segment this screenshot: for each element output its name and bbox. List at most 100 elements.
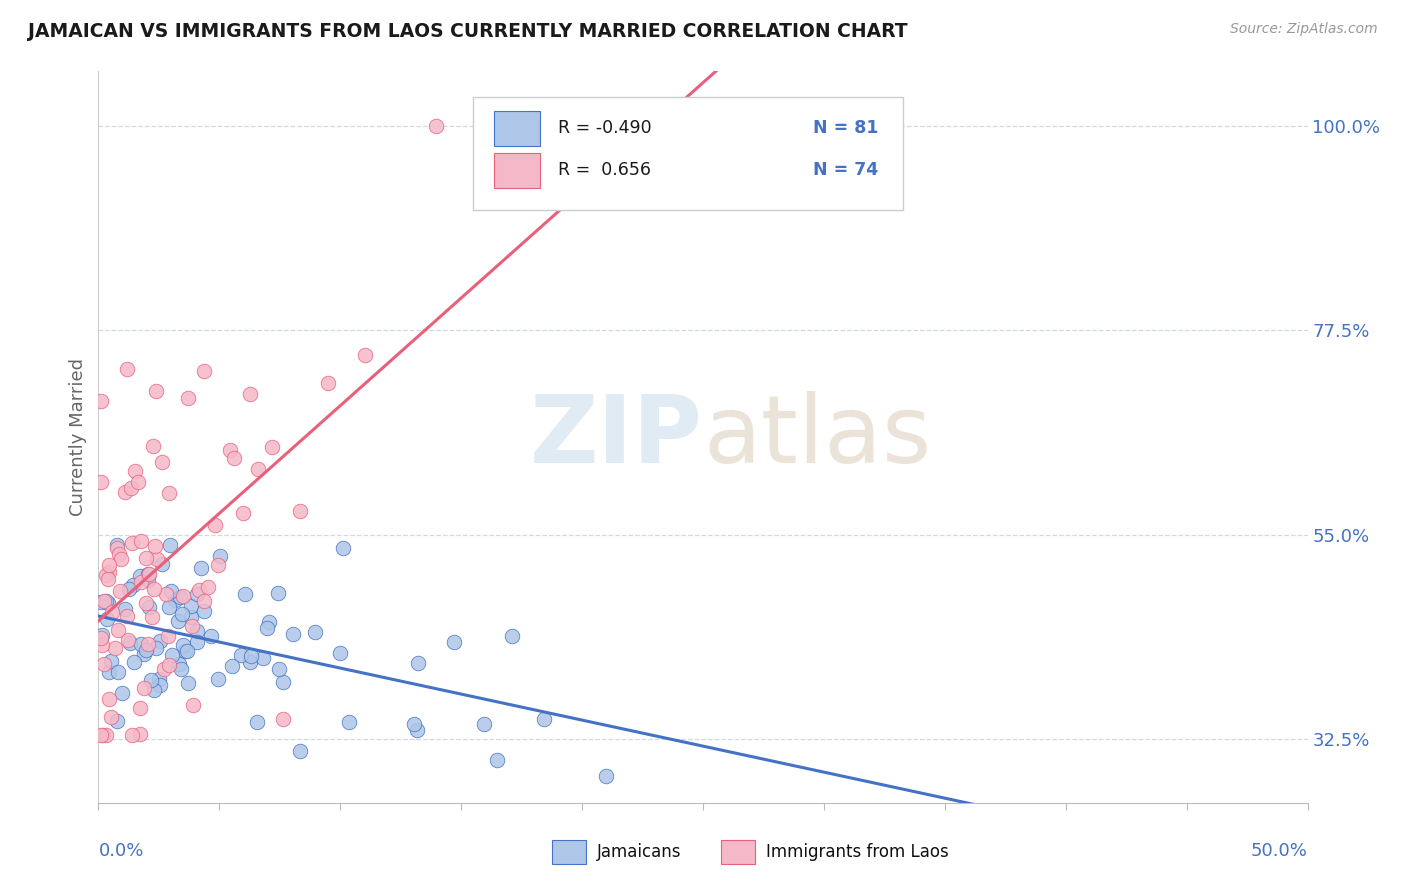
Point [104, 641, 127, 656]
Point [177, 391, 200, 405]
Point [260, 440, 283, 454]
Point [96, 612, 118, 626]
Point [127, 475, 149, 490]
Point [132, 648, 155, 662]
Point [235, 587, 257, 601]
Point [105, 538, 128, 552]
Point [97, 558, 120, 572]
Text: ZIP: ZIP [530, 391, 703, 483]
Point [156, 629, 179, 643]
Point [180, 610, 202, 624]
Text: Source: ZipAtlas.com: Source: ZipAtlas.com [1230, 22, 1378, 37]
Point [176, 644, 198, 658]
Point [218, 442, 240, 457]
Point [129, 700, 152, 714]
Point [281, 627, 304, 641]
Point [135, 551, 157, 566]
Point [149, 678, 172, 692]
Point [135, 643, 157, 657]
Point [239, 387, 262, 401]
Point [90, 628, 112, 642]
Point [145, 384, 167, 398]
Point [329, 646, 352, 660]
Point [177, 676, 200, 690]
Point [132, 681, 155, 696]
FancyBboxPatch shape [494, 153, 540, 187]
Text: R = -0.490: R = -0.490 [558, 120, 651, 137]
Point [94, 594, 117, 608]
Point [165, 592, 187, 607]
Point [128, 727, 150, 741]
Point [110, 552, 132, 566]
Point [169, 591, 191, 605]
Point [138, 599, 160, 614]
Point [143, 683, 166, 698]
Point [188, 583, 211, 598]
Point [167, 657, 190, 671]
Point [239, 655, 262, 669]
Point [406, 723, 429, 738]
Point [143, 539, 166, 553]
Text: Jamaicans: Jamaicans [596, 843, 681, 861]
FancyBboxPatch shape [721, 840, 755, 863]
Point [142, 439, 165, 453]
Point [232, 506, 254, 520]
Point [118, 582, 141, 596]
Point [124, 464, 146, 478]
Point [129, 575, 152, 590]
Point [98, 565, 121, 579]
Point [472, 716, 495, 731]
Point [93, 594, 115, 608]
Point [267, 662, 290, 676]
Point [122, 578, 145, 592]
Point [108, 584, 131, 599]
Point [139, 673, 162, 688]
Point [155, 587, 177, 601]
Point [209, 549, 232, 563]
Point [107, 665, 129, 679]
Point [114, 484, 136, 499]
Point [111, 686, 134, 700]
Text: atlas: atlas [703, 391, 931, 483]
Point [120, 636, 142, 650]
Point [97, 572, 120, 586]
Point [197, 580, 219, 594]
Point [115, 362, 138, 376]
Point [162, 648, 184, 663]
Point [246, 715, 269, 730]
Text: JAMAICAN VS IMMIGRANTS FROM LAOS CURRENTLY MARRIED CORRELATION CHART: JAMAICAN VS IMMIGRANTS FROM LAOS CURRENT… [28, 22, 908, 41]
Point [337, 714, 360, 729]
Point [97, 597, 120, 611]
Point [332, 541, 354, 555]
Point [222, 450, 245, 465]
Point [252, 650, 274, 665]
Point [200, 628, 222, 642]
Point [91, 728, 114, 742]
Point [159, 538, 181, 552]
Point [288, 503, 311, 517]
Point [138, 637, 160, 651]
Point [170, 662, 193, 676]
Point [193, 604, 215, 618]
FancyBboxPatch shape [494, 111, 540, 146]
Point [157, 486, 180, 500]
Point [94, 728, 117, 742]
Y-axis label: Currently Married: Currently Married [69, 358, 87, 516]
Point [172, 638, 194, 652]
Point [145, 641, 167, 656]
Point [159, 657, 181, 672]
Point [207, 558, 229, 572]
Point [160, 583, 183, 598]
Point [122, 655, 145, 669]
Point [425, 119, 447, 133]
Text: Immigrants from Laos: Immigrants from Laos [766, 843, 949, 861]
Point [267, 585, 290, 599]
Point [101, 606, 124, 620]
Point [180, 599, 202, 613]
Point [138, 567, 160, 582]
FancyBboxPatch shape [474, 97, 903, 211]
Point [167, 614, 190, 628]
Point [136, 573, 159, 587]
Point [91, 638, 114, 652]
Point [259, 615, 281, 630]
